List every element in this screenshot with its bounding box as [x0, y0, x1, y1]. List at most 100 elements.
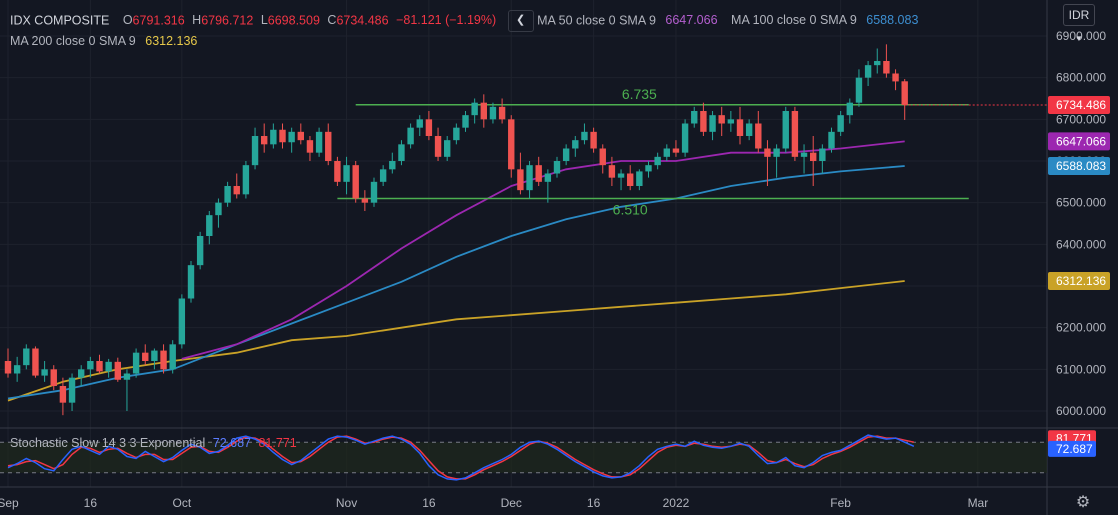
price-tick-label: 6900.000 [1056, 29, 1106, 43]
candle-body [398, 144, 405, 161]
candle-body [169, 344, 176, 370]
candle-body [846, 102, 853, 116]
currency-button[interactable]: IDR ▼ [1063, 4, 1095, 43]
price-tick-label: 6200.000 [1056, 321, 1106, 335]
candle-body [745, 123, 753, 136]
candle-body [855, 77, 863, 103]
legend-ma200: MA 200 close 0 SMA 9 6312.136 [10, 34, 197, 48]
channel-label-1: 6.510 [613, 202, 648, 218]
channel-label-0: 6.735 [622, 86, 657, 102]
candle-body [334, 161, 341, 182]
candle-body [261, 136, 268, 145]
candle-body [782, 111, 789, 149]
price-tag-label: 6588.083 [1056, 159, 1106, 173]
currency-label: IDR [1068, 8, 1090, 22]
candle-body [480, 102, 487, 120]
candle-body [425, 119, 433, 136]
stochastic-label: Stochastic Slow 14 3 3 Exponential [10, 436, 206, 450]
candle-body [800, 152, 808, 157]
candle-body [206, 215, 213, 236]
candle-body [50, 369, 57, 386]
price-tag-label: 6312.136 [1056, 274, 1106, 288]
candle-body [297, 131, 304, 141]
candle-body [242, 165, 250, 195]
candle-body [270, 129, 277, 145]
candle-body [672, 148, 680, 153]
close-value: 6734.486 [336, 13, 389, 28]
candle-body [434, 136, 442, 157]
candle-body [617, 173, 625, 178]
candle-body [4, 361, 12, 374]
candle-body [901, 81, 908, 105]
candle-body [233, 186, 240, 195]
candle-body [224, 186, 231, 203]
price-tag-bg [1048, 156, 1110, 175]
candle-body [416, 119, 423, 128]
change-value: −81.121 (−1.19%) [396, 13, 497, 28]
candle-body [279, 129, 286, 143]
candle-body [407, 127, 414, 145]
candle-body [773, 148, 780, 157]
candle-body [114, 361, 121, 380]
price-tag-bg [1048, 132, 1110, 151]
chevron-left-icon[interactable]: ❮ [507, 10, 534, 32]
symbol-name: IDX COMPOSITE [10, 13, 110, 28]
candle-body [78, 369, 85, 378]
candle-body [96, 361, 103, 372]
candle-body [13, 365, 21, 374]
candle-body [444, 140, 451, 157]
candle-body [389, 161, 396, 170]
low-value: 6698.509 [267, 13, 320, 28]
candle-body [864, 65, 872, 78]
price-tick-label: 6800.000 [1056, 71, 1106, 85]
candle-body [471, 102, 478, 116]
candle-body [828, 131, 835, 149]
stochastic-d-value: 81.771 [258, 436, 297, 450]
time-tick-label: Sep [0, 496, 19, 510]
candle-body [489, 106, 497, 120]
price-tag-label: 6647.066 [1056, 134, 1106, 148]
time-tick-label: 16 [84, 496, 98, 510]
high-value: 6796.712 [201, 13, 254, 28]
price-tick-label: 6700.000 [1056, 112, 1106, 126]
candles [4, 44, 908, 416]
candle-body [196, 236, 204, 266]
candle-body [892, 73, 899, 82]
gear-icon[interactable]: ⚙ [1075, 494, 1091, 511]
candle-body [553, 161, 561, 174]
stochastic-legend: Stochastic Slow 14 3 3 Exponential 72.68… [10, 436, 297, 450]
candle-body [663, 148, 670, 157]
candle-body [23, 348, 30, 366]
candle-body [361, 198, 369, 203]
close-label: C [327, 13, 337, 28]
candle-body [590, 131, 597, 149]
stoch-tag-label: 72.687 [1056, 442, 1093, 456]
price-tick-label: 6400.000 [1056, 237, 1106, 251]
time-tick-label: 16 [422, 496, 436, 510]
candle-body [343, 165, 350, 182]
candle-body [764, 148, 771, 157]
time-tick-label: Oct [173, 496, 192, 510]
stochastic-k-value: 72.687 [212, 436, 251, 450]
candle-body [608, 165, 616, 178]
candle-body [874, 61, 881, 66]
candle-body [132, 352, 140, 374]
ma100-value: 6588.083 [866, 13, 919, 28]
candle-body [837, 115, 844, 132]
candle-body [178, 298, 186, 345]
candle-body [691, 111, 698, 124]
candle-body [581, 131, 588, 141]
candle-body [453, 127, 460, 141]
open-label: O [122, 13, 133, 28]
time-tick-label: Nov [336, 496, 357, 510]
candle-body [810, 152, 817, 161]
candle-body [681, 123, 689, 153]
open-value: 6791.316 [132, 13, 185, 28]
stoch-k-line [7, 434, 915, 481]
candle-body [526, 165, 533, 191]
candle-body [700, 111, 707, 132]
candle-body [215, 202, 222, 216]
candle-body [627, 173, 634, 186]
